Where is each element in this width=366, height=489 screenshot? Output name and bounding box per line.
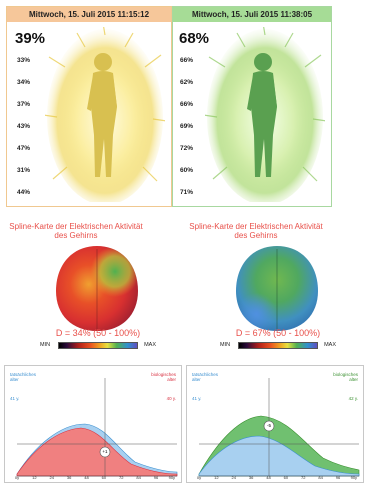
percent-value: 71% — [180, 189, 194, 196]
percent-value: 43% — [17, 123, 31, 130]
percent-value: 31% — [17, 167, 31, 174]
panel-header: Mittwoch, 15. Juli 2015 11:15:12 — [7, 7, 171, 22]
measurement-panel-1: Mittwoch, 15. Juli 2015 11:15:12 39% 33%… — [6, 6, 172, 207]
brain-map-title: Spline-Karte der Elektrischen Aktivität … — [189, 222, 323, 240]
percent-value: 34% — [17, 79, 31, 86]
aura-figure-image — [45, 27, 165, 202]
percent-value: 69% — [180, 123, 194, 130]
percent-value: 47% — [17, 145, 31, 152]
brain-map-title: Spline-Karte der Elektrischen Aktivität … — [9, 222, 143, 240]
bio-age-value: 40 y. — [166, 396, 176, 401]
actual-age-label: tatsächliches alter — [10, 372, 37, 382]
color-gradient-bar — [238, 342, 318, 349]
main-percent: 68% — [179, 30, 210, 47]
person-silhouette — [247, 53, 277, 177]
color-scale: MIN MAX — [38, 342, 158, 349]
color-gradient-bar — [58, 342, 138, 349]
age-curve-image — [16, 378, 178, 477]
percent-value: 66% — [180, 57, 194, 64]
panel-header: Mittwoch, 15. Juli 2015 11:38:05 — [173, 7, 331, 22]
scale-max-label: MAX — [324, 342, 336, 348]
percent-value: 33% — [17, 57, 31, 64]
age-axis: 0y 12 24 36 48 60 72 84 96 90y — [196, 475, 358, 480]
aura-figure-image — [205, 27, 325, 202]
age-chart-1: tatsächliches alter 41 y. biologisches a… — [4, 365, 182, 483]
age-axis: 0y 12 24 36 48 60 72 84 96 90y — [14, 475, 176, 480]
percent-value: 37% — [17, 101, 31, 108]
bio-age-value: 42 y. — [348, 396, 358, 401]
main-percent: 39% — [15, 30, 46, 47]
age-chart-2: tatsächliches alter 41 y. biologisches a… — [186, 365, 364, 483]
measurement-panel-2: Mittwoch, 15. Juli 2015 11:38:05 68% 66%… — [172, 6, 332, 207]
brain-d-value: D = 67% (50 - 100%) — [235, 328, 321, 338]
percent-value: 60% — [180, 167, 194, 174]
percent-value: 44% — [17, 189, 31, 196]
scale-max-label: MAX — [144, 342, 156, 348]
percent-value: 72% — [180, 145, 194, 152]
bio-age-label: biologisches alter — [333, 372, 358, 382]
age-curve-image — [198, 378, 360, 477]
percent-value: 66% — [180, 101, 194, 108]
person-silhouette — [87, 53, 117, 177]
actual-age-value: 41 y. — [10, 396, 20, 401]
actual-age-label: tatsächliches alter — [192, 372, 219, 382]
age-difference-marker: +1 — [102, 449, 108, 454]
brain-d-value: D = 34% (50 - 100%) — [55, 328, 141, 338]
scale-min-label: MIN — [220, 342, 231, 348]
color-scale: MIN MAX — [218, 342, 338, 349]
percent-value: 62% — [180, 79, 194, 86]
brain-map-image — [56, 246, 138, 331]
actual-age-value: 41 y. — [192, 396, 202, 401]
scale-min-label: MIN — [40, 342, 51, 348]
bio-age-label: biologisches alter — [151, 372, 176, 382]
brain-map-image — [236, 246, 318, 331]
age-difference-marker: -5 — [266, 423, 271, 428]
